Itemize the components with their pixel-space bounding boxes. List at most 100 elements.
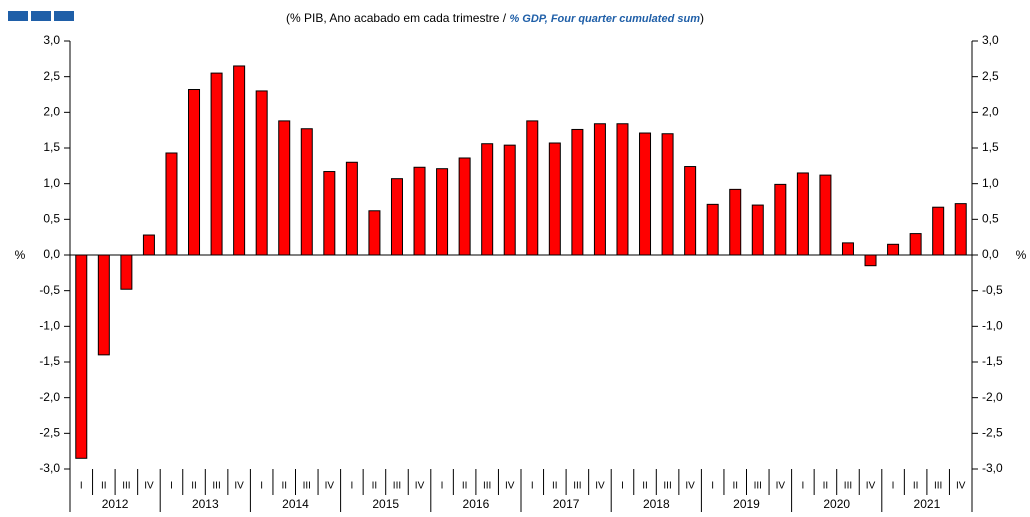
bar bbox=[210, 72, 223, 256]
x-tick-label: II bbox=[281, 481, 287, 492]
x-tick-label: III bbox=[573, 481, 581, 492]
bar bbox=[368, 210, 381, 256]
y-tick-label: 1,5 bbox=[43, 140, 60, 154]
bar bbox=[481, 143, 494, 256]
bar bbox=[639, 132, 652, 256]
y-tick-label: -2,0 bbox=[39, 390, 60, 404]
y-tick-label: -1,5 bbox=[39, 354, 60, 368]
bar bbox=[413, 166, 426, 256]
y-tick-label: 0,5 bbox=[43, 212, 60, 226]
x-tick-label: IV bbox=[234, 481, 244, 492]
bar bbox=[954, 203, 967, 256]
bar bbox=[729, 188, 742, 256]
y2-tick-label: 0,5 bbox=[982, 212, 999, 226]
y-tick-label: 2,5 bbox=[43, 69, 60, 83]
bar bbox=[120, 254, 133, 290]
x-tick-label: II bbox=[101, 481, 107, 492]
bar bbox=[774, 183, 787, 256]
y2-tick-label: 1,5 bbox=[982, 140, 999, 154]
x-tick-label: IV bbox=[325, 481, 335, 492]
y2-axis-label: % bbox=[1016, 248, 1027, 262]
bar bbox=[142, 234, 155, 256]
year-label: 2018 bbox=[643, 497, 670, 511]
bar bbox=[864, 254, 877, 267]
y2-tick-label: -1,0 bbox=[982, 319, 1003, 333]
subtitle-end: ) bbox=[700, 11, 704, 25]
y2-tick-label: -2,0 bbox=[982, 390, 1003, 404]
y2-tick-label: -0,5 bbox=[982, 283, 1003, 297]
x-tick-label: IV bbox=[505, 481, 515, 492]
year-label: 2012 bbox=[102, 497, 129, 511]
bar bbox=[571, 128, 584, 256]
bar bbox=[436, 168, 449, 256]
x-tick-label: II bbox=[552, 481, 558, 492]
x-tick-label: IV bbox=[415, 481, 425, 492]
x-tick-label: IV bbox=[866, 481, 876, 492]
legend-block bbox=[54, 11, 74, 21]
x-tick-label: I bbox=[711, 481, 714, 492]
x-tick-label: I bbox=[801, 481, 804, 492]
bar bbox=[841, 242, 854, 256]
bar bbox=[751, 204, 764, 256]
x-tick-label: II bbox=[732, 481, 738, 492]
year-label: 2015 bbox=[372, 497, 399, 511]
subtitle-pt: (% PIB, Ano acabado em cada trimestre / bbox=[286, 11, 509, 25]
x-tick-label: II bbox=[642, 481, 648, 492]
x-tick-label: I bbox=[892, 481, 895, 492]
bar bbox=[300, 128, 313, 256]
bar bbox=[345, 161, 358, 256]
y2-tick-label: -3,0 bbox=[982, 461, 1003, 475]
bar bbox=[548, 142, 561, 256]
y2-tick-label: 2,5 bbox=[982, 69, 999, 83]
y-tick-label: 2,0 bbox=[43, 105, 60, 119]
x-tick-label: IV bbox=[685, 481, 695, 492]
x-tick-label: II bbox=[372, 481, 378, 492]
bar bbox=[323, 171, 336, 256]
legend-block bbox=[8, 11, 28, 21]
x-tick-label: I bbox=[170, 481, 173, 492]
bar bbox=[233, 65, 246, 256]
y-tick-label: 0,0 bbox=[43, 247, 60, 261]
bar bbox=[97, 254, 110, 356]
y2-tick-label: 2,0 bbox=[982, 105, 999, 119]
bar bbox=[706, 203, 719, 256]
year-label: 2014 bbox=[282, 497, 309, 511]
x-tick-label: I bbox=[531, 481, 534, 492]
bar bbox=[526, 120, 539, 256]
y-tick-label: 1,0 bbox=[43, 176, 60, 190]
bar bbox=[278, 120, 291, 256]
bar bbox=[932, 206, 945, 256]
x-tick-label: III bbox=[934, 481, 942, 492]
bar bbox=[887, 243, 900, 256]
x-tick-label: II bbox=[823, 481, 829, 492]
x-tick-label: III bbox=[212, 481, 220, 492]
y-tick-label: -0,5 bbox=[39, 283, 60, 297]
x-tick-label: IV bbox=[595, 481, 605, 492]
y2-tick-label: -1,5 bbox=[982, 354, 1003, 368]
x-tick-label: II bbox=[462, 481, 468, 492]
bar bbox=[684, 166, 697, 256]
x-tick-label: IV bbox=[956, 481, 966, 492]
bar bbox=[616, 123, 629, 256]
bar bbox=[188, 89, 201, 256]
legend-block bbox=[31, 11, 51, 21]
x-tick-label: I bbox=[621, 481, 624, 492]
x-tick-label: III bbox=[663, 481, 671, 492]
year-label: 2021 bbox=[914, 497, 941, 511]
bar bbox=[503, 144, 516, 256]
y-axis-label: % bbox=[15, 248, 26, 262]
year-label: 2019 bbox=[733, 497, 760, 511]
bar bbox=[255, 90, 268, 256]
x-tick-label: I bbox=[260, 481, 263, 492]
y2-tick-label: 1,0 bbox=[982, 176, 999, 190]
x-tick-label: II bbox=[913, 481, 919, 492]
bar bbox=[390, 178, 403, 256]
x-tick-label: III bbox=[393, 481, 401, 492]
bar bbox=[661, 133, 674, 256]
x-tick-label: II bbox=[191, 481, 197, 492]
year-label: 2017 bbox=[553, 497, 580, 511]
x-tick-label: III bbox=[122, 481, 130, 492]
x-tick-label: III bbox=[303, 481, 311, 492]
y2-tick-label: -2,5 bbox=[982, 426, 1003, 440]
